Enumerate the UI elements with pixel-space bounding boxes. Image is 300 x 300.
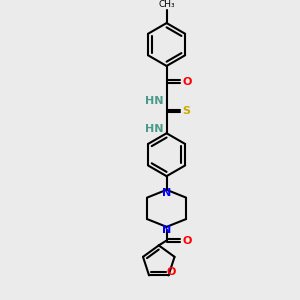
Text: HN: HN [145,96,164,106]
Text: HN: HN [145,124,164,134]
Text: N: N [162,225,171,235]
Text: O: O [182,76,192,87]
Text: CH₃: CH₃ [158,0,175,9]
Text: N: N [162,188,171,198]
Text: S: S [182,106,190,116]
Text: O: O [167,267,176,277]
Text: O: O [182,236,192,245]
